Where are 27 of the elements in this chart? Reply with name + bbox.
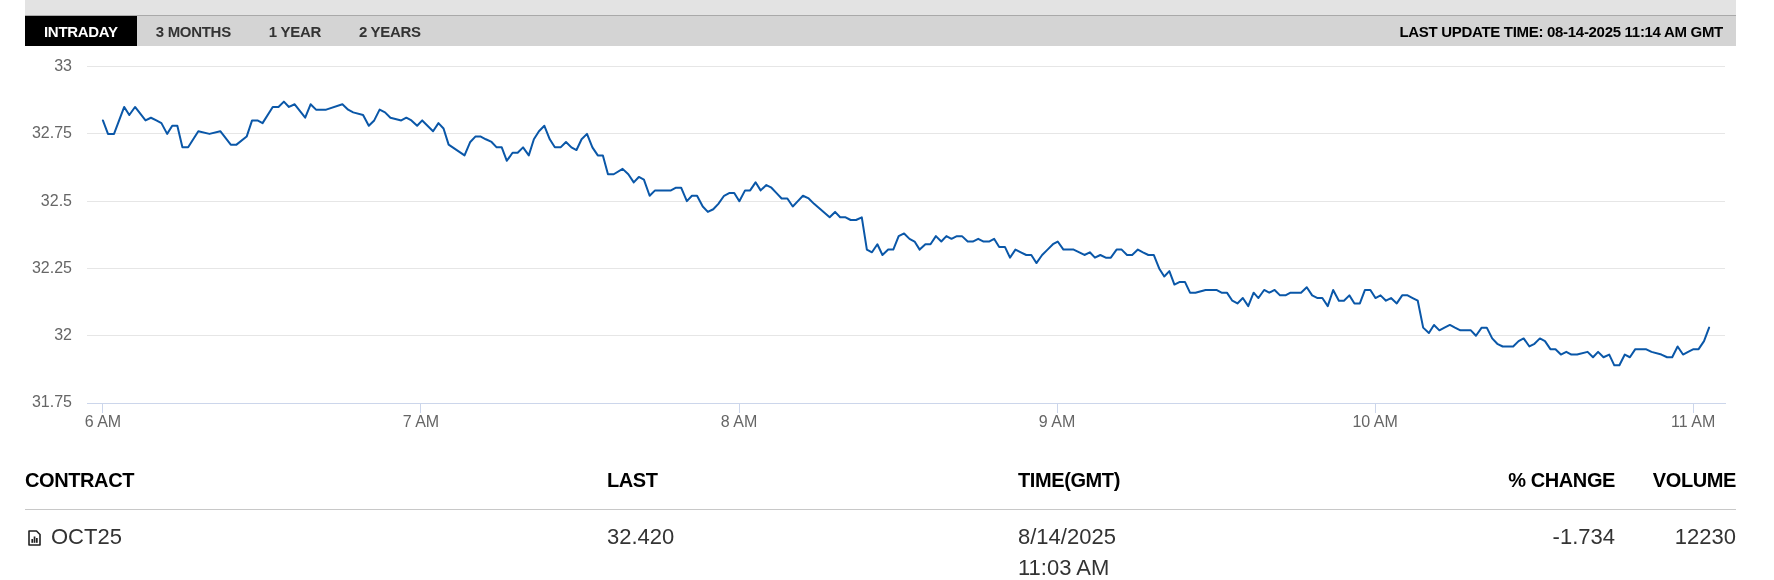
text: CONTRACT	[25, 469, 135, 491]
text: 3 MONTHS	[154, 21, 232, 42]
text: LAST	[607, 469, 658, 491]
text: OCT25	[51, 523, 122, 551]
y-tick-label: 33	[54, 57, 73, 75]
x-tick-label: 11 AM	[1671, 413, 1716, 431]
text: -1.734	[1552, 523, 1615, 551]
x-tick-label: 7 AM	[402, 413, 440, 431]
x-tick-label: 10 AM	[1352, 413, 1398, 431]
text: 32.420	[607, 523, 675, 551]
text: 1 YEAR	[267, 21, 322, 42]
y-tick-label: 32.5	[40, 191, 73, 209]
text: 8/14/2025 11:03 AM	[1018, 523, 1117, 580]
y-tick-label: 32.75	[31, 124, 73, 142]
text: TIME(GMT)	[1018, 469, 1120, 491]
y-tick-label: 31.75	[31, 393, 73, 411]
x-tick-label: 6 AM	[84, 413, 122, 431]
y-tick-label: 32	[54, 326, 73, 344]
x-tick-label: 8 AM	[720, 413, 758, 431]
text: LAST UPDATE TIME: 08-14-2025 11:14 AM GMT	[1399, 21, 1723, 42]
text: % CHANGE	[1508, 469, 1615, 491]
text: VOLUME	[1652, 469, 1736, 491]
text: INTRADAY	[25, 16, 137, 46]
text: 12230	[1674, 523, 1736, 551]
text: 2 YEARS	[357, 21, 422, 42]
x-tick-label: 9 AM	[1038, 413, 1076, 431]
y-tick-label: 32.25	[31, 258, 73, 276]
